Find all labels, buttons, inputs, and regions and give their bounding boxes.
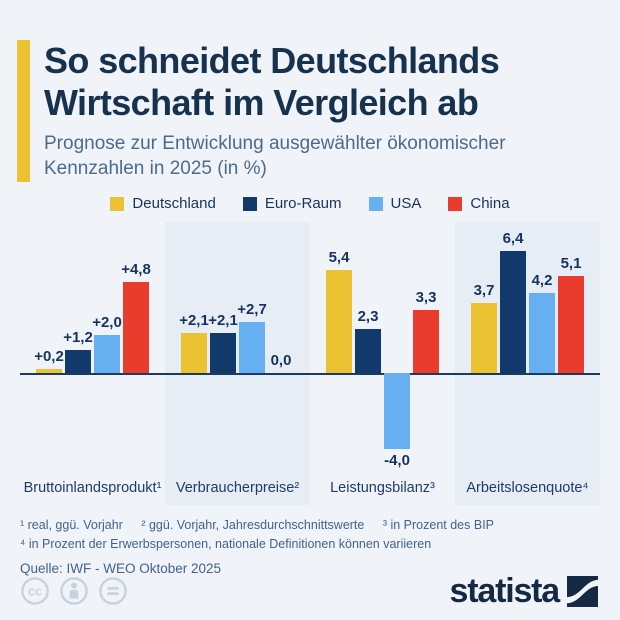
bar-slot: +2,7	[237, 222, 267, 505]
accent-bar	[17, 40, 30, 182]
bar-china-3	[413, 309, 439, 373]
legend-swatch-icon	[368, 196, 383, 211]
footnote-1: ¹ real, ggü. Vorjahr	[20, 517, 123, 532]
page-title-line-1: So schneidet Deutschlands	[44, 40, 500, 81]
bar-deutschland-3	[326, 269, 352, 373]
value-label: +1,2	[63, 328, 93, 346]
value-label: 5,4	[328, 248, 350, 266]
bar-slot: -4,0	[384, 222, 410, 505]
value-label: 0,0	[270, 351, 292, 369]
bar-euro-raum-3	[355, 328, 381, 373]
legend-swatch-icon	[110, 196, 125, 211]
bar-slot: +1,2	[63, 222, 93, 505]
footnote-line-2: ⁴ in Prozent der Erwerbspersonen, nation…	[20, 535, 600, 554]
chart-legend: Deutschland Euro-Raum USA China	[0, 195, 620, 213]
subtitle: Prognose zur Entwicklung ausgewählter ök…	[44, 132, 506, 182]
bar-usa-3	[384, 372, 410, 449]
legend-swatch-icon	[242, 196, 257, 211]
value-label: +0,2	[34, 347, 64, 365]
bar-deutschland-4	[471, 302, 497, 373]
bar-slot: 5,4	[326, 222, 352, 505]
footnote-3: ³ in Prozent des BIP	[382, 517, 495, 532]
chart-plot: +0,2 +1,2 +2,0 +4,8 Bruttoinlandsprodukt¹ +2,…	[20, 221, 600, 505]
bar-slot: +0,2	[34, 222, 64, 505]
bar-slot: 6,4	[500, 222, 526, 505]
footer: cc statista	[20, 574, 598, 608]
bar-slot: 0,0	[268, 222, 294, 505]
category-label-3: Leistungsbilanz³	[330, 479, 435, 496]
bar-slot: 5,1	[558, 222, 584, 505]
subtitle-line-2: Kennzahlen in 2025 (in %)	[44, 158, 267, 180]
bar-china-4	[558, 275, 584, 373]
legend-item-1: Deutschland	[110, 195, 216, 213]
legend-item-2: Euro-Raum	[242, 195, 342, 213]
legend-item-3: USA	[368, 195, 422, 213]
header: So schneidet Deutschlands Wirtschaft im …	[0, 0, 620, 182]
bar-euro-raum-1	[65, 349, 91, 373]
license-icons: cc	[20, 576, 128, 606]
zero-axis-line	[20, 372, 600, 375]
value-label: +2,1	[208, 311, 238, 329]
footnote-2: ² ggü. Vorjahr, Jahresdurchschnittswerte	[141, 517, 365, 532]
legend-label: USA	[390, 195, 422, 213]
header-text: So schneidet Deutschlands Wirtschaft im …	[44, 40, 506, 182]
bar-deutschland-1	[36, 368, 62, 373]
bar-slot: 3,7	[471, 222, 497, 505]
bar-slot: +2,1	[179, 222, 209, 505]
statista-wordmark: statista	[449, 572, 561, 610]
value-label: +4,8	[121, 260, 151, 278]
bar-deutschland-2	[181, 332, 207, 373]
category-label-2: Verbraucherpreise²	[175, 479, 300, 496]
footnotes: ¹ real, ggü. Vorjahr ² ggü. Vorjahr, Jah…	[20, 516, 600, 555]
chart-group-2: +2,1 +2,1 +2,7 0,0 Verbraucherpreise²	[165, 221, 310, 505]
bar-usa-4	[529, 292, 555, 373]
footnote-4: ⁴ in Prozent der Erwerbspersonen, nation…	[20, 536, 432, 551]
category-label-1: Bruttoinlandsprodukt¹	[23, 479, 162, 496]
category-label-4: Arbeitslosenquote⁴	[466, 479, 589, 496]
legend-label: Euro-Raum	[264, 195, 342, 213]
svg-text:cc: cc	[28, 585, 42, 599]
no-derivatives-icon	[99, 577, 127, 605]
bar-euro-raum-4	[500, 250, 526, 373]
bar-slot: +2,1	[208, 222, 238, 505]
chart-group-3: 5,4 2,3 -4,0 3,3 Leistungsbilanz³	[310, 222, 455, 505]
bar-slot: +4,8	[121, 222, 151, 505]
chart-group-4: 3,7 6,4 4,2 5,1 Arbeitslosenquote⁴	[455, 221, 600, 505]
bar-slot: 2,3	[355, 222, 381, 505]
page-title-line-2: Wirtschaft im Vergleich ab	[44, 82, 479, 124]
legend-label: Deutschland	[132, 195, 216, 213]
source-line: Quelle: IWF - WEO Oktober 2025	[20, 561, 222, 577]
bar-usa-1	[94, 334, 120, 373]
legend-item-4: China	[448, 195, 510, 213]
value-label: 2,3	[357, 307, 379, 325]
value-label: +2,1	[179, 311, 209, 329]
bar-slot: 3,3	[413, 222, 439, 505]
value-label: 3,7	[473, 281, 495, 299]
value-label: +2,7	[237, 300, 267, 318]
cc-icon: cc	[21, 577, 49, 605]
value-label: -4,0	[384, 451, 410, 469]
statista-logo-icon	[567, 575, 598, 607]
bar-china-1	[123, 281, 149, 373]
bar-slot: 4,2	[529, 222, 555, 505]
value-label: 4,2	[531, 271, 553, 289]
legend-swatch-icon	[448, 196, 463, 211]
bar-usa-2	[239, 321, 265, 373]
bar-euro-raum-2	[210, 332, 236, 373]
legend-label: China	[470, 195, 510, 213]
value-label: 6,4	[502, 229, 524, 247]
footnote-line-1: ¹ real, ggü. Vorjahr ² ggü. Vorjahr, Jah…	[20, 516, 600, 535]
bar-slot: +2,0	[92, 222, 122, 505]
value-label: +2,0	[92, 313, 122, 331]
attribution-icon	[60, 577, 88, 605]
statista-logo: statista	[450, 574, 598, 608]
subtitle-line-1: Prognose zur Entwicklung ausgewählter ök…	[44, 132, 506, 154]
value-label: 5,1	[560, 254, 582, 272]
value-label: 3,3	[415, 288, 437, 306]
chart-group-1: +0,2 +1,2 +2,0 +4,8 Bruttoinlandsprodukt¹	[20, 222, 165, 505]
